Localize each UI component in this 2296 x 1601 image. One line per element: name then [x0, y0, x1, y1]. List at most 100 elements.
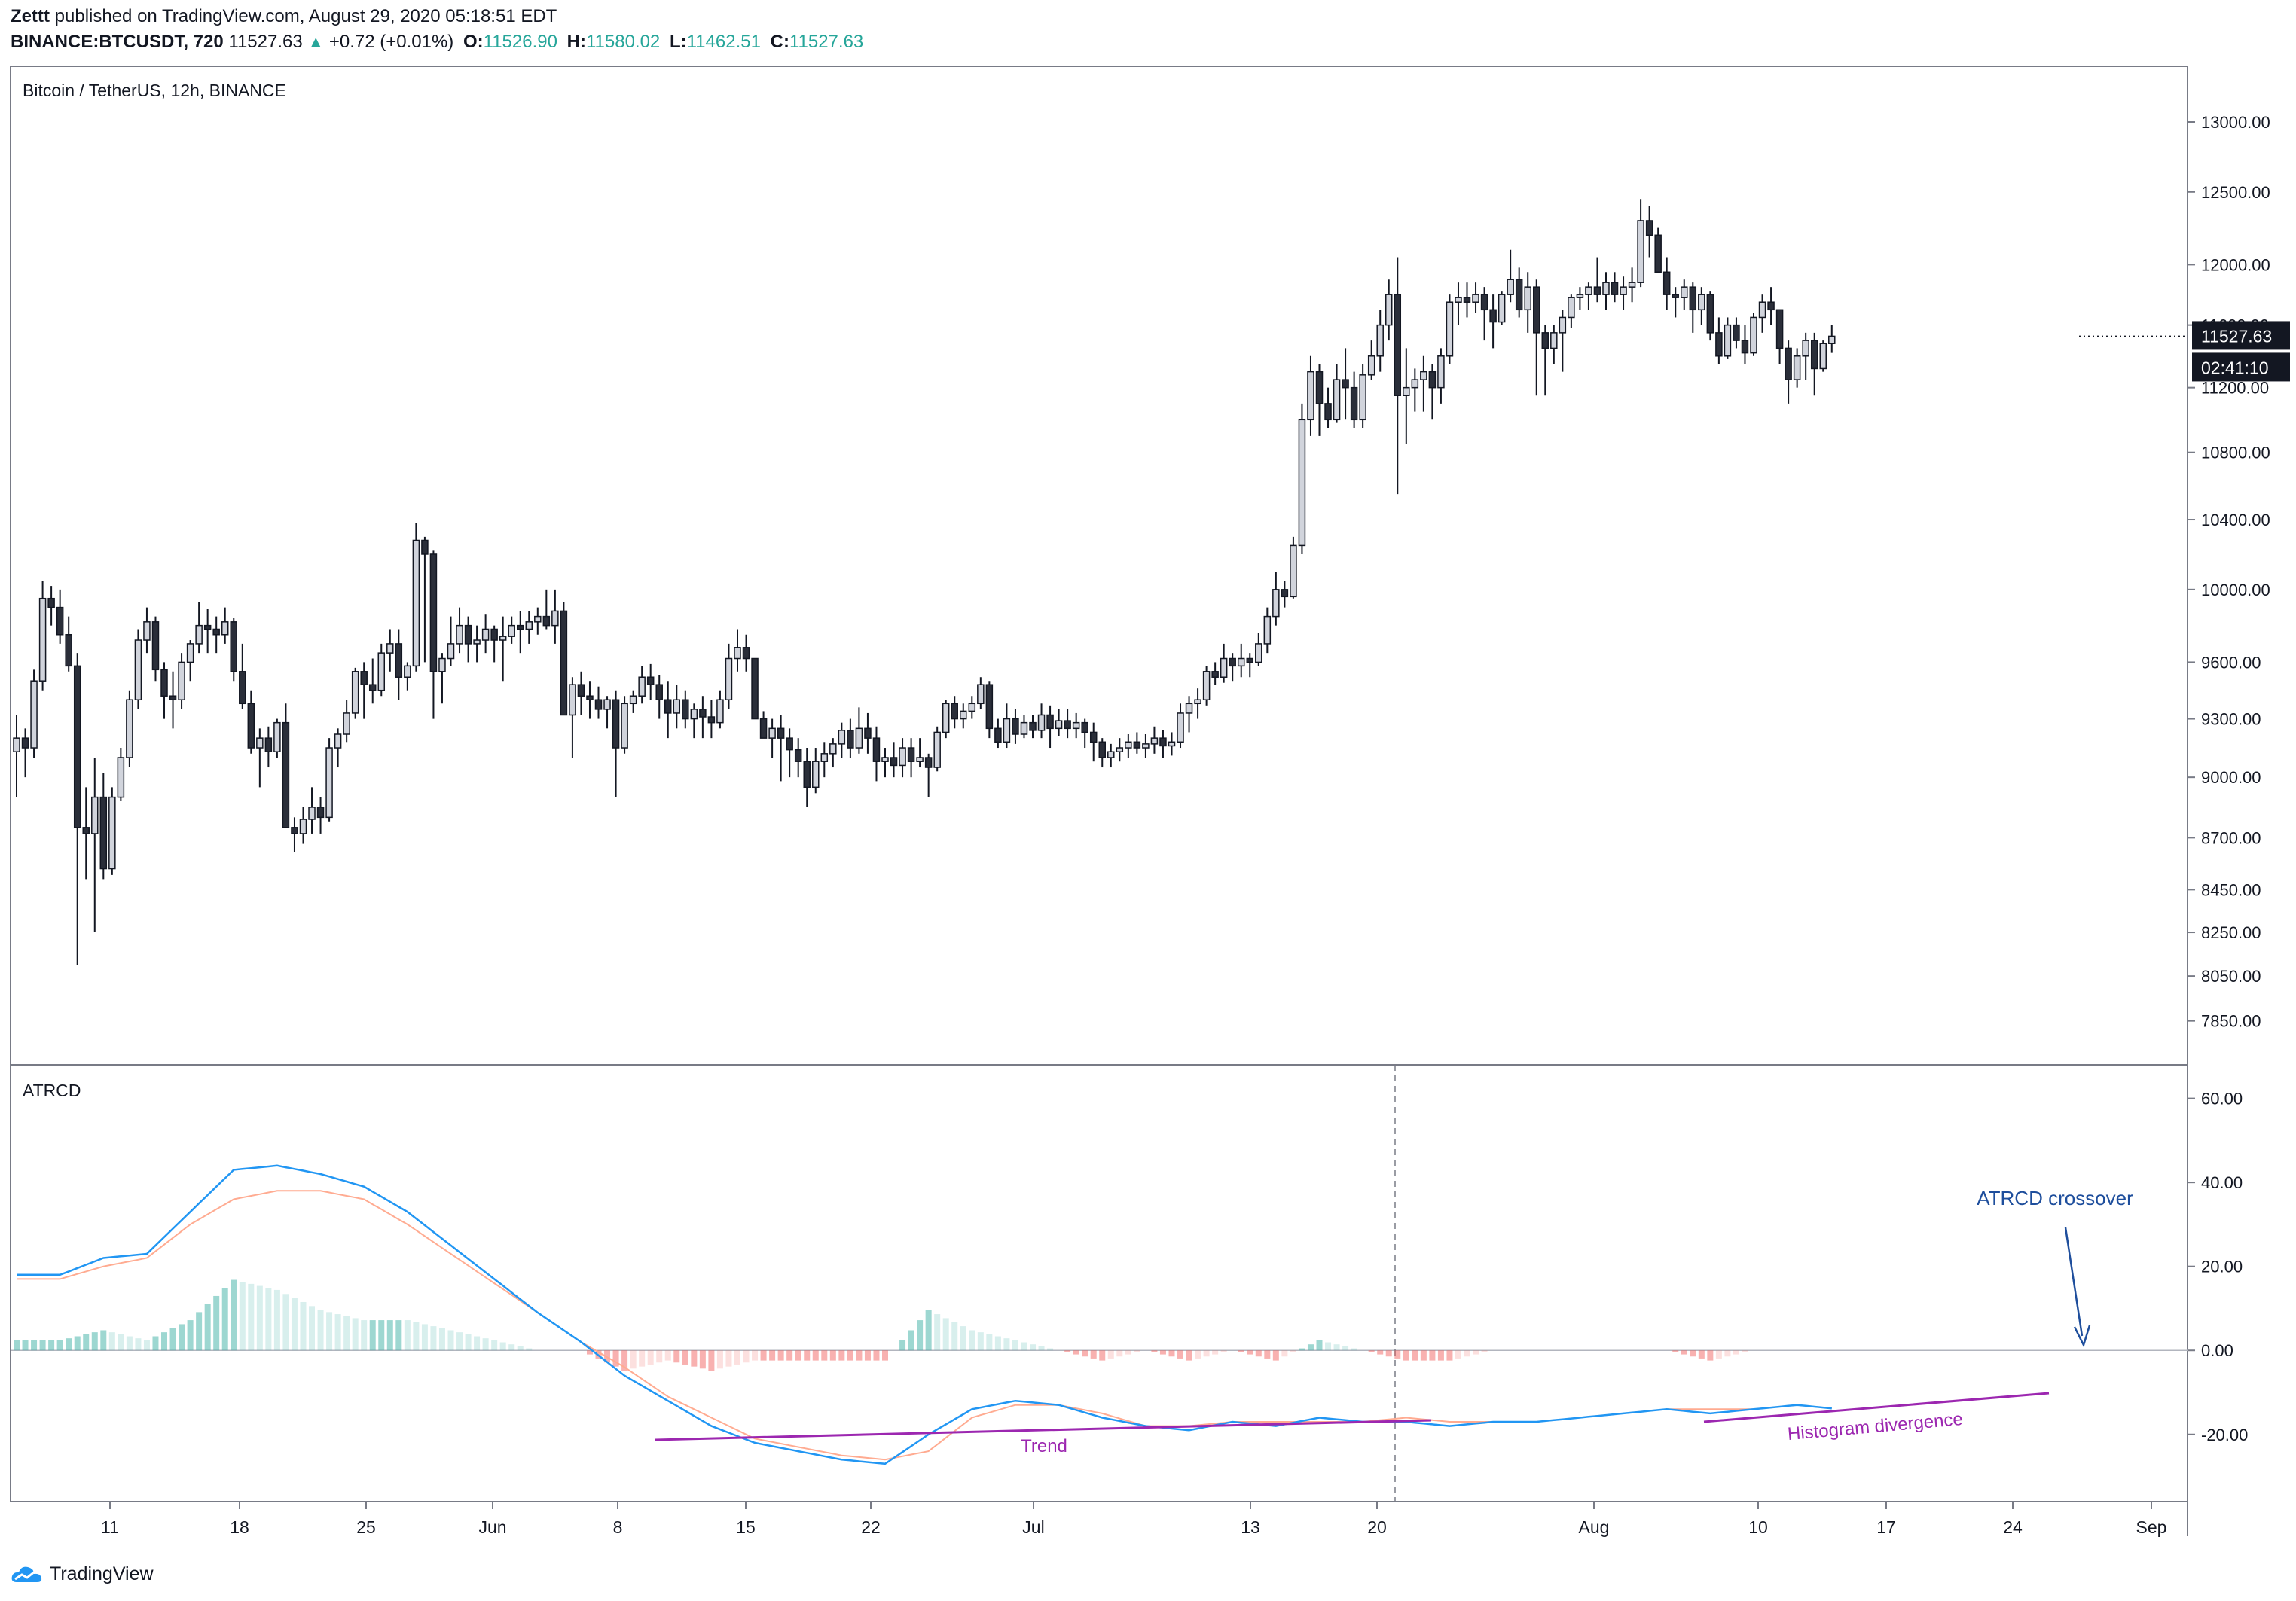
candle[interactable]: [230, 618, 237, 682]
candle[interactable]: [464, 616, 472, 663]
candle[interactable]: [1533, 279, 1540, 396]
candle[interactable]: [864, 712, 872, 754]
candle[interactable]: [247, 690, 255, 754]
candle[interactable]: [412, 523, 420, 672]
candle[interactable]: [1480, 287, 1488, 341]
candle[interactable]: [1263, 607, 1272, 654]
candle[interactable]: [343, 700, 350, 743]
candle[interactable]: [195, 602, 203, 654]
candle[interactable]: [1428, 364, 1437, 420]
candle[interactable]: [334, 728, 342, 768]
candle[interactable]: [682, 690, 689, 729]
candle[interactable]: [1775, 309, 1784, 364]
candle[interactable]: [1211, 662, 1219, 685]
candle[interactable]: [117, 748, 125, 801]
candle[interactable]: [673, 685, 681, 729]
candle[interactable]: [751, 657, 759, 720]
candle[interactable]: [847, 718, 854, 758]
candle[interactable]: [725, 643, 733, 709]
candle[interactable]: [1220, 643, 1228, 683]
candle[interactable]: [1758, 294, 1766, 333]
candle[interactable]: [1394, 257, 1402, 495]
candle[interactable]: [239, 643, 246, 709]
candle[interactable]: [1255, 633, 1262, 666]
candle[interactable]: [221, 607, 229, 644]
candle[interactable]: [447, 616, 455, 666]
candle[interactable]: [490, 625, 498, 663]
candle[interactable]: [1672, 287, 1679, 318]
candle[interactable]: [577, 671, 585, 715]
candle[interactable]: [560, 602, 568, 716]
candle[interactable]: [924, 753, 933, 797]
candle[interactable]: [855, 707, 863, 754]
candle[interactable]: [1602, 272, 1610, 310]
candle[interactable]: [1098, 738, 1106, 768]
candle[interactable]: [178, 653, 185, 709]
candle[interactable]: [872, 726, 881, 782]
candle[interactable]: [899, 738, 906, 778]
candle[interactable]: [395, 629, 403, 700]
candle[interactable]: [1012, 709, 1019, 744]
candle[interactable]: [994, 718, 1002, 749]
candle[interactable]: [1724, 317, 1732, 359]
candle[interactable]: [203, 609, 212, 654]
candle[interactable]: [734, 629, 741, 672]
candle[interactable]: [629, 690, 637, 713]
candle[interactable]: [499, 616, 507, 682]
candle[interactable]: [1185, 696, 1193, 733]
author-name[interactable]: Zettt: [11, 6, 50, 26]
candle[interactable]: [1125, 734, 1132, 758]
candle[interactable]: [1403, 348, 1410, 444]
candle[interactable]: [759, 711, 768, 739]
candle[interactable]: [655, 675, 663, 719]
candle[interactable]: [1350, 371, 1358, 428]
candle[interactable]: [1116, 738, 1124, 762]
candle[interactable]: [1150, 726, 1159, 754]
candle[interactable]: [586, 681, 594, 719]
candle[interactable]: [1437, 348, 1445, 404]
candle[interactable]: [308, 787, 316, 834]
candle[interactable]: [890, 742, 898, 778]
candle[interactable]: [421, 536, 429, 663]
candle[interactable]: [1020, 715, 1028, 739]
candle[interactable]: [1229, 653, 1236, 682]
candle[interactable]: [1177, 703, 1184, 749]
candle[interactable]: [525, 611, 533, 644]
candle[interactable]: [1524, 272, 1531, 333]
candle[interactable]: [1246, 653, 1254, 678]
candle[interactable]: [1585, 282, 1592, 310]
candle[interactable]: [99, 773, 108, 880]
candle[interactable]: [1785, 340, 1792, 404]
candle[interactable]: [456, 607, 463, 654]
candle[interactable]: [516, 611, 524, 654]
candle[interactable]: [1568, 294, 1575, 328]
candle[interactable]: [569, 677, 576, 758]
candle[interactable]: [1828, 325, 1836, 353]
candle[interactable]: [1741, 325, 1749, 364]
candle[interactable]: [1446, 294, 1454, 364]
candle[interactable]: [1645, 206, 1653, 258]
candle[interactable]: [1272, 572, 1280, 626]
candle[interactable]: [256, 728, 264, 788]
candle[interactable]: [1168, 732, 1176, 756]
candle[interactable]: [612, 690, 620, 797]
candle[interactable]: [1793, 348, 1801, 388]
candle[interactable]: [699, 696, 707, 739]
candle[interactable]: [30, 669, 38, 758]
candle[interactable]: [1237, 643, 1245, 678]
candle[interactable]: [786, 728, 793, 778]
candle[interactable]: [21, 728, 29, 778]
candle[interactable]: [838, 722, 846, 758]
candle[interactable]: [1507, 249, 1514, 303]
candle[interactable]: [1411, 368, 1419, 412]
candle[interactable]: [907, 738, 915, 778]
candle[interactable]: [1802, 332, 1809, 380]
candle[interactable]: [1767, 287, 1775, 325]
candle[interactable]: [1715, 317, 1723, 364]
candle[interactable]: [1324, 387, 1332, 428]
candle[interactable]: [108, 787, 116, 875]
candle[interactable]: [1072, 712, 1080, 739]
candle[interactable]: [316, 797, 325, 834]
candle[interactable]: [1689, 282, 1697, 333]
candle[interactable]: [1611, 272, 1619, 303]
